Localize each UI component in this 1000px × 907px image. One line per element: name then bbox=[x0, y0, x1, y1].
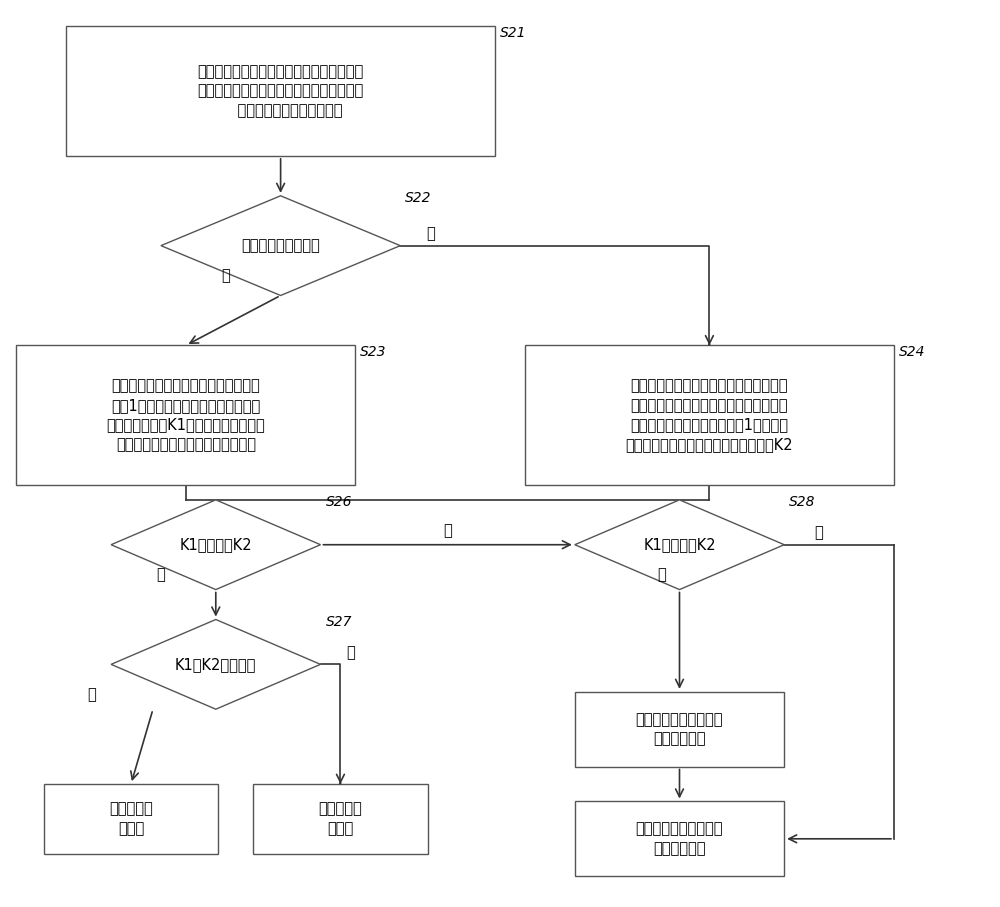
Bar bbox=[66, 26, 495, 156]
Text: 增加第一方向上信号灯
周期的绿信比: 增加第一方向上信号灯 周期的绿信比 bbox=[636, 712, 723, 746]
Text: 是: 是 bbox=[87, 687, 96, 702]
Text: S28: S28 bbox=[789, 495, 816, 509]
Text: 否: 否 bbox=[426, 226, 435, 241]
Text: 否: 否 bbox=[815, 525, 823, 541]
Text: 记录每一台机动车在越过停止线之前遇红灯
的停车等待次数；其中每一机动车遇红灯的
    停车等待次数的初始值为零: 记录每一台机动车在越过停止线之前遇红灯 的停车等待次数；其中每一机动车遇红灯的 … bbox=[197, 63, 364, 119]
Text: 保持当前信
号周期: 保持当前信 号周期 bbox=[319, 802, 362, 836]
Polygon shape bbox=[161, 196, 400, 296]
Text: 是: 是 bbox=[221, 268, 230, 283]
Bar bbox=[44, 784, 218, 853]
Text: S27: S27 bbox=[325, 615, 352, 629]
Text: S22: S22 bbox=[405, 190, 432, 205]
Text: K1与K2是否为零: K1与K2是否为零 bbox=[175, 657, 256, 672]
Text: 否: 否 bbox=[346, 645, 355, 660]
Polygon shape bbox=[111, 500, 320, 590]
Text: S24: S24 bbox=[899, 346, 925, 359]
Text: 保持当前信
号周期: 保持当前信 号周期 bbox=[109, 802, 153, 836]
Polygon shape bbox=[575, 500, 784, 590]
Bar bbox=[575, 802, 784, 876]
Text: 否: 否 bbox=[443, 523, 452, 538]
Bar bbox=[16, 346, 355, 485]
Polygon shape bbox=[111, 619, 320, 709]
Text: S21: S21 bbox=[500, 26, 526, 40]
Text: 对于第一方向，将越过停止线的机动车从
记录中清除；对于第二方向，将已有机动
车的遇红灯的停车等待次数加1，并获取
第二方向上遇红灯的最高停车等待次数K2: 对于第一方向，将越过停止线的机动车从 记录中清除；对于第二方向，将已有机动 车的… bbox=[626, 378, 793, 453]
Text: 是: 是 bbox=[657, 567, 666, 582]
Bar bbox=[525, 346, 894, 485]
Text: 是: 是 bbox=[157, 567, 165, 582]
Text: 第一方向是否为红灯: 第一方向是否为红灯 bbox=[241, 239, 320, 253]
Text: 对于第一方向，将已有机动车的停车次
数加1，并获取第一方向上遇红灯的最
高停车等待次数K1；对于第二方向，将
越过停止线的机动车从记录中清除；: 对于第一方向，将已有机动车的停车次 数加1，并获取第一方向上遇红灯的最 高停车等… bbox=[106, 378, 265, 453]
Text: K1是否等于K2: K1是否等于K2 bbox=[179, 537, 252, 552]
Bar bbox=[253, 784, 428, 853]
Text: S26: S26 bbox=[325, 495, 352, 509]
Text: 增加第二方向上信号灯
周期的绿信比: 增加第二方向上信号灯 周期的绿信比 bbox=[636, 822, 723, 856]
Text: K1是否大于K2: K1是否大于K2 bbox=[643, 537, 716, 552]
Bar bbox=[575, 692, 784, 766]
Text: S23: S23 bbox=[360, 346, 387, 359]
